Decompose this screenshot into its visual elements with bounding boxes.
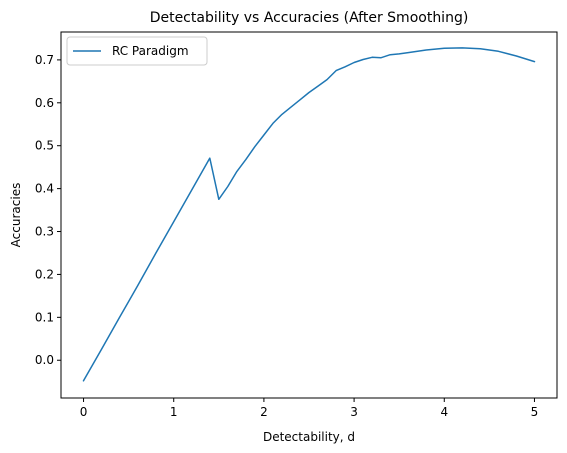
y-axis: 0.0 0.1 0.2 0.3 0.4 0.5 0.6 0.7 bbox=[35, 53, 61, 367]
y-tick-label: 0.3 bbox=[35, 225, 54, 239]
series-line bbox=[82, 47, 536, 382]
legend-box bbox=[66, 36, 208, 66]
y-tick-label: 0.7 bbox=[35, 53, 54, 67]
x-tick-label: 5 bbox=[531, 405, 539, 419]
y-axis-label: Accuracies bbox=[9, 183, 23, 248]
y-tick-label: 0.0 bbox=[35, 353, 54, 367]
x-tick-label: 1 bbox=[170, 405, 178, 419]
x-tick-label: 4 bbox=[440, 405, 448, 419]
y-tick-label: 0.2 bbox=[35, 267, 54, 281]
y-tick-label: 0.5 bbox=[35, 139, 54, 153]
y-tick-label: 0.1 bbox=[35, 310, 54, 324]
legend-label: RC Paradigm bbox=[112, 44, 189, 58]
x-tick-label: 3 bbox=[350, 405, 358, 419]
chart-title: Detectability vs Accuracies (After Smoot… bbox=[150, 10, 469, 26]
x-axis: 0 1 2 3 4 5 bbox=[80, 398, 539, 419]
y-tick-label: 0.4 bbox=[35, 182, 54, 196]
y-tick-label: 0.6 bbox=[35, 96, 54, 110]
x-tick-label: 2 bbox=[260, 405, 268, 419]
axes-frame bbox=[60, 31, 558, 399]
x-tick-label: 0 bbox=[80, 405, 88, 419]
plot-area bbox=[82, 47, 536, 382]
x-axis-label: Detectability, d bbox=[263, 430, 355, 444]
legend: RC Paradigm bbox=[66, 36, 208, 66]
